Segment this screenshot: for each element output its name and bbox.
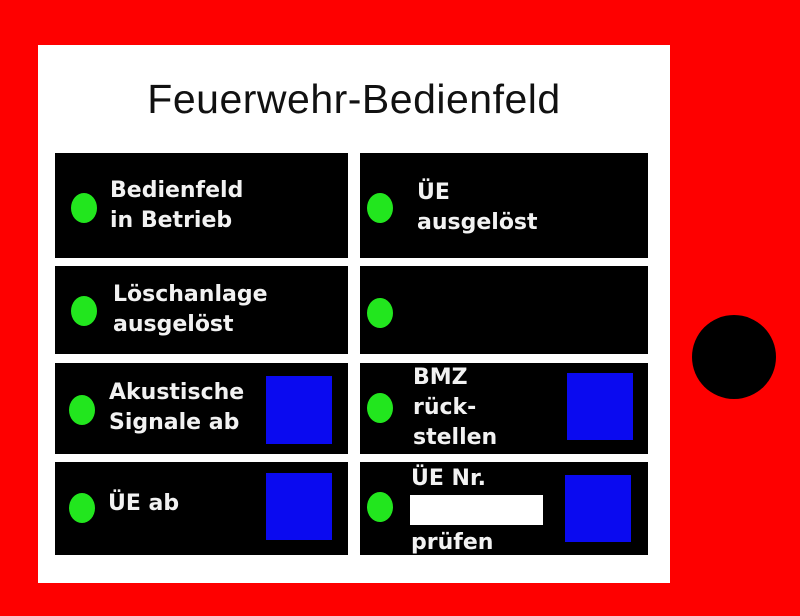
led-indicator [71,296,97,326]
cell-label: Akustische Signale ab [109,380,245,435]
led-indicator [69,395,95,425]
cell-akustische-signale-ab: Akustische Signale ab [55,363,348,454]
cell-label-bottom: prüfen [411,530,494,555]
cell-ue-ausgeloest: ÜE ausgelöst [360,153,648,258]
cell-ue-ab: ÜE ab [55,462,348,555]
cell-loeschanlage-ausgeloest: Löschanlage ausgelöst [55,266,348,354]
cell-bmz-ruecksetzen: BMZ rück-stellen [360,363,648,454]
cell-label: Bedienfeld in Betrieb [110,178,244,233]
bmz-ruecksetzen-button[interactable] [567,373,633,440]
led-indicator [367,193,393,223]
cell-empty [360,266,648,354]
led-indicator [71,193,97,223]
cell-label: ÜE ab [108,491,180,516]
ue-pruefen-button[interactable] [565,475,631,542]
led-indicator [69,493,95,523]
cell-label: BMZ rück-stellen [413,365,498,450]
akustische-signale-ab-button[interactable] [266,376,332,444]
ue-ab-button[interactable] [266,473,332,540]
led-indicator [367,393,393,423]
cell-label-top: ÜE Nr. [411,466,487,491]
cell-label: Löschanlage ausgelöst [113,282,268,337]
key-switch-knob[interactable] [692,315,776,399]
ue-number-field[interactable] [410,495,543,525]
cell-ue-nr-pruefen: ÜE Nr. prüfen [360,462,648,555]
cell-bedienfeld-in-betrieb: Bedienfeld in Betrieb [55,153,348,258]
cell-label: ÜE ausgelöst [417,180,538,235]
led-indicator [367,492,393,522]
led-indicator [367,298,393,328]
panel-title: Feuerwehr-Bedienfeld [147,76,561,122]
